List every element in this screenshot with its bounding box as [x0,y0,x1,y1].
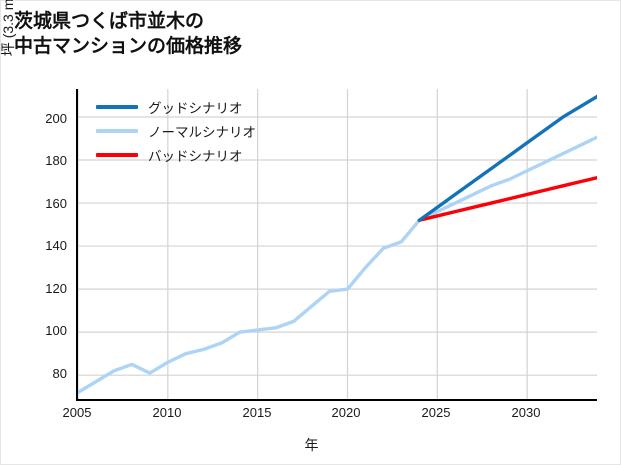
y-axis-label-main: 坪 (3.3 m [0,0,16,57]
x-tick-label-2010: 2010 [152,405,182,420]
legend-label-bad: バッドシナリオ [148,149,243,164]
y-tick-label-120: 120 [45,281,67,296]
x-axis-label: 年 [304,437,319,453]
legend-label-good: グッドシナリオ [148,101,243,116]
x-tick-label-2025: 2025 [421,405,451,420]
y-tick-label-100: 100 [45,323,67,338]
legend-swatch-good [96,105,138,109]
x-tick-label-2015: 2015 [242,405,272,420]
gridlines [78,89,597,399]
x-tick-label-2005: 2005 [62,405,92,420]
legend-item-good[interactable]: グッドシナリオ [96,95,256,119]
chart-title: 茨城県つくば市並木の 中古マンションの価格推移 [14,11,243,57]
x-tick-label-2030: 2030 [511,405,541,420]
legend-item-bad[interactable]: バッドシナリオ [96,143,256,167]
legend: グッドシナリオ ノーマルシナリオ バッドシナリオ [96,95,256,167]
plot-inner [78,89,597,399]
y-axis-label: 坪 (3.3 m2) 単価 (万円) [0,0,18,101]
legend-swatch-normal [96,129,138,133]
legend-swatch-bad [96,153,138,157]
y-tick-label-160: 160 [45,196,67,211]
x-tick-label-2020: 2020 [331,405,361,420]
legend-item-normal[interactable]: ノーマルシナリオ [96,119,256,143]
legend-label-normal: ノーマルシナリオ [148,125,256,140]
series-line [78,135,597,395]
series-line [417,175,597,222]
data-lines [78,94,597,395]
y-tick-label-180: 180 [45,153,67,168]
y-tick-label-80: 80 [52,366,67,381]
series-line [417,94,597,222]
y-tick-label-200: 200 [45,111,67,126]
plot-area [76,89,597,401]
y-tick-label-140: 140 [45,238,67,253]
